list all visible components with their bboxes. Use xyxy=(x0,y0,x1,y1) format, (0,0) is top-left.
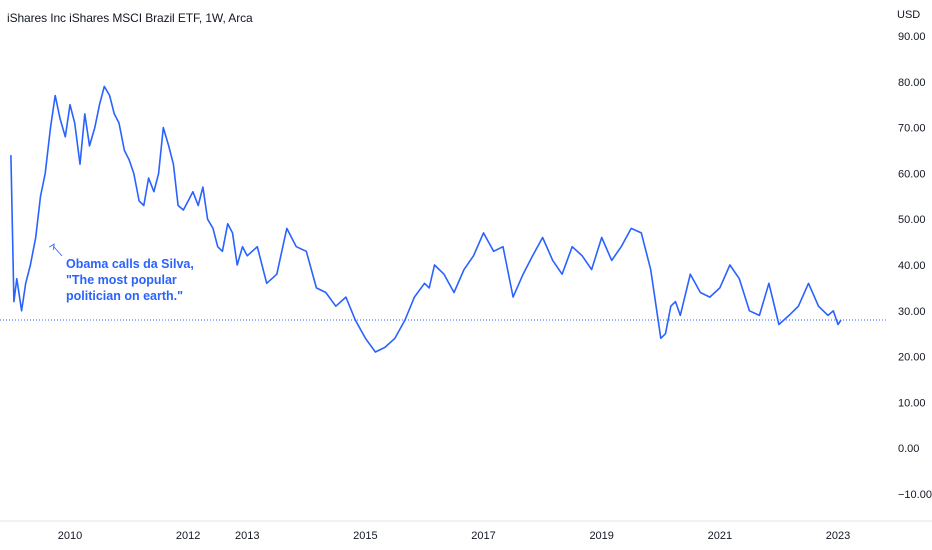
annotation-text: Obama calls da Silva, xyxy=(66,257,194,271)
y-tick-label: 50.00 xyxy=(898,214,926,226)
series-layer xyxy=(10,85,842,353)
y-tick-label: 60.00 xyxy=(898,168,926,180)
annotation-arrow xyxy=(52,245,63,257)
x-tick-label: 2023 xyxy=(826,530,850,542)
axis-layer: USD 90.00 80.00 70.00 60.00 50.00 40.00 30.00 20… xyxy=(0,9,932,542)
x-tick-label: 2012 xyxy=(176,530,200,542)
x-tick-label: 2017 xyxy=(471,530,495,542)
annotation-layer: Obama calls da Silva, "The most popular po… xyxy=(49,243,194,303)
x-tick-label: 2010 xyxy=(58,530,82,542)
y-tick-label: 20.00 xyxy=(898,352,926,364)
x-tick-label: 2015 xyxy=(353,530,377,542)
currency-label: USD xyxy=(897,9,920,21)
y-tick-label: −10.00 xyxy=(898,489,932,501)
annotation-arrowhead xyxy=(49,243,55,251)
y-tick-label: 0.00 xyxy=(898,443,919,455)
annotation-text: politician on earth." xyxy=(66,289,183,303)
annotation-text: "The most popular xyxy=(66,273,177,287)
chart-title: iShares Inc iShares MSCI Brazil ETF, 1W,… xyxy=(7,11,253,25)
y-tick-label: 70.00 xyxy=(898,123,926,135)
x-tick-label: 2019 xyxy=(589,530,613,542)
y-tick-label: 10.00 xyxy=(898,397,926,409)
price-series-line xyxy=(10,85,842,353)
y-tick-label: 80.00 xyxy=(898,77,926,89)
y-tick-label: 40.00 xyxy=(898,260,926,272)
y-tick-label: 30.00 xyxy=(898,306,926,318)
x-tick-label: 2021 xyxy=(708,530,732,542)
y-tick-label: 90.00 xyxy=(898,31,926,43)
x-tick-label: 2013 xyxy=(235,530,259,542)
